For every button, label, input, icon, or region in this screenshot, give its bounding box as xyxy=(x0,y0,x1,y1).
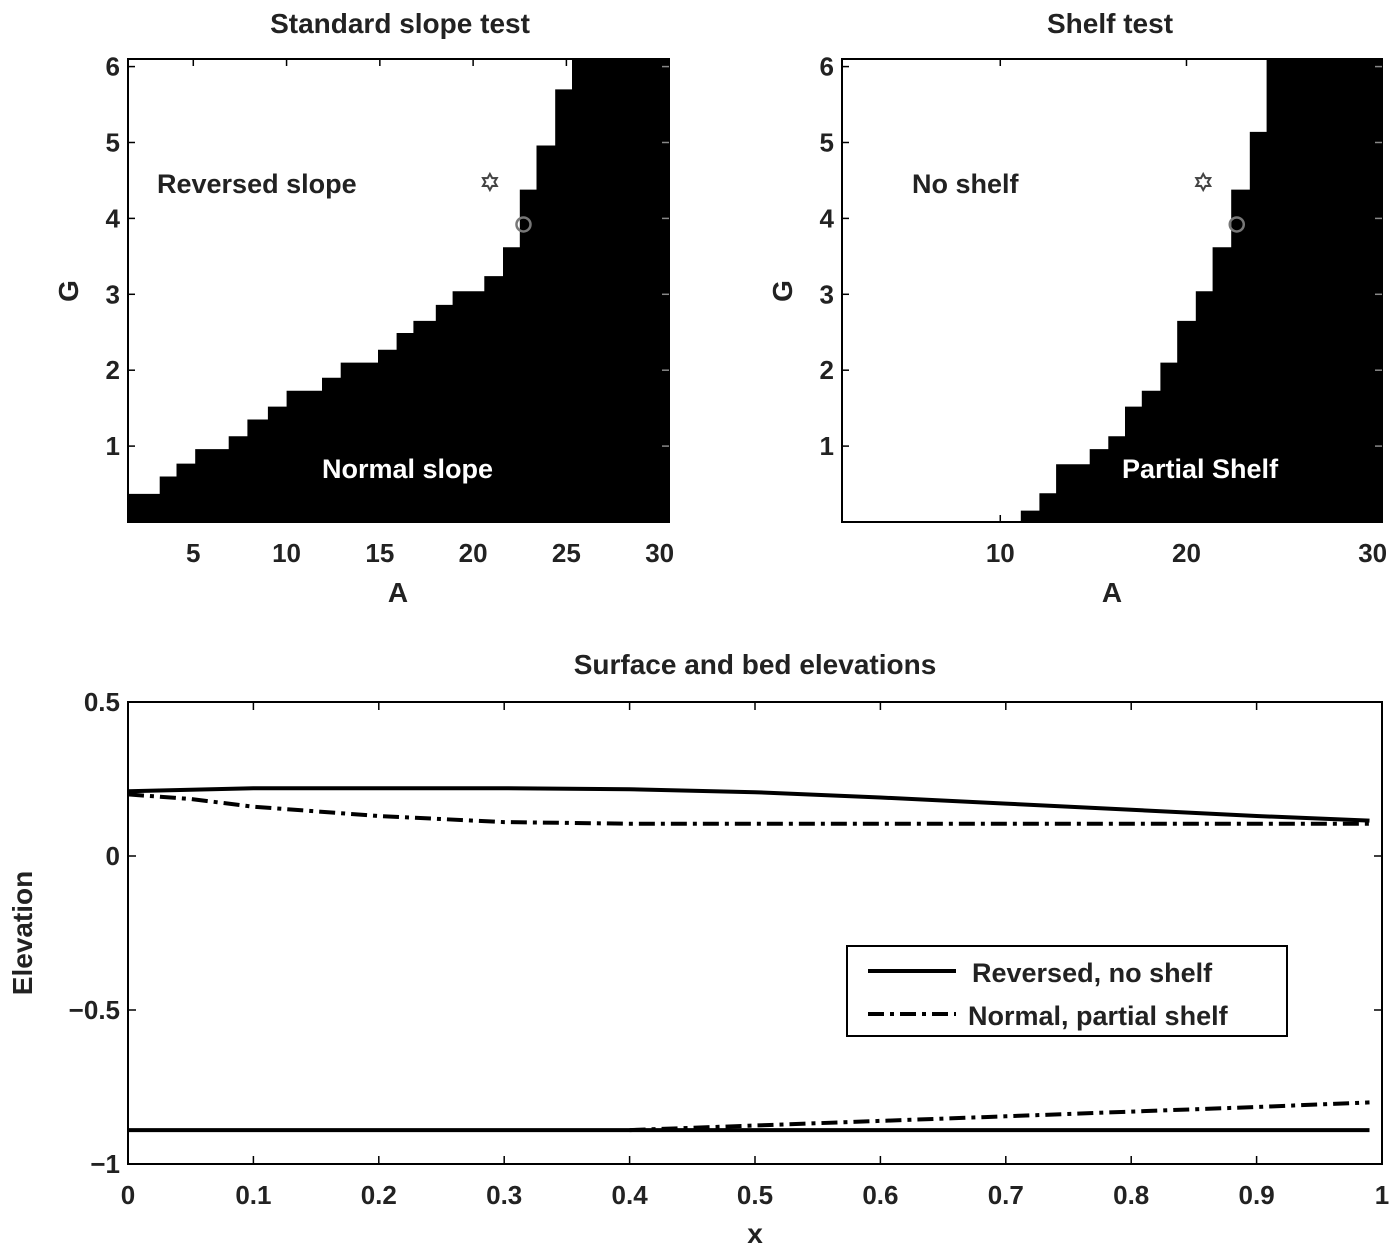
shelf-lower-annotation: Partial Shelf xyxy=(1122,454,1279,484)
panel-slope: Standard slope test 5 10 15 20 25 30 1 2 3 4 5 6 A… xyxy=(53,8,674,608)
shelf-y-ticks: 1 2 3 4 5 6 xyxy=(820,52,1382,461)
shelf-y-tick-label: 5 xyxy=(820,127,834,157)
elevation-y-ticks: −1 −0.5 0 0.5 xyxy=(69,687,1382,1179)
slope-y-tick-label: 3 xyxy=(106,279,120,309)
shelf-y-tick-label: 1 xyxy=(820,431,834,461)
elevation-x-tick-label: 0.7 xyxy=(988,1180,1024,1210)
slope-y-tick-label: 1 xyxy=(106,431,120,461)
shelf-upper-annotation: No shelf xyxy=(912,169,1020,199)
reversed-surface-line xyxy=(127,786,1370,823)
slope-lower-annotation: Normal slope xyxy=(322,454,493,484)
shelf-x-tick-label: 30 xyxy=(1358,538,1387,568)
shelf-axes-box xyxy=(841,58,1383,523)
slope-map xyxy=(128,59,669,522)
normal-surface-line xyxy=(127,792,1370,826)
panel-elevation: Surface and bed elevations 0 0.1 0.2 0.3 0.4… xyxy=(7,649,1389,1248)
shelf-title: Shelf test xyxy=(1047,8,1173,39)
shelf-y-tick-label: 6 xyxy=(820,52,834,82)
slope-y-ticks: 1 2 3 4 5 6 xyxy=(106,52,669,461)
elevation-x-tick-label: 1 xyxy=(1375,1180,1389,1210)
shelf-x-ticks: 10 20 30 xyxy=(986,59,1387,568)
slope-y-tick-label: 6 xyxy=(106,52,120,82)
elevation-y-tick-label: −1 xyxy=(90,1149,120,1179)
elevation-y-tick-label: 0 xyxy=(106,841,120,871)
slope-lower-region xyxy=(128,59,669,522)
elevation-y-tick-label: −0.5 xyxy=(69,995,120,1025)
shelf-star-marker xyxy=(1194,171,1213,193)
shelf-x-label: A xyxy=(1102,577,1122,608)
shelf-y-tick-label: 2 xyxy=(820,355,834,385)
slope-x-tick-label: 25 xyxy=(552,538,581,568)
elevation-x-tick-label: 0.1 xyxy=(235,1180,271,1210)
slope-x-tick-label: 5 xyxy=(186,538,200,568)
slope-x-tick-label: 15 xyxy=(365,538,394,568)
slope-y-tick-label: 2 xyxy=(106,355,120,385)
slope-x-tick-label: 30 xyxy=(645,538,674,568)
slope-y-tick-label: 4 xyxy=(106,203,121,233)
slope-star-marker xyxy=(481,171,499,193)
panel-shelf: Shelf test 10 20 30 1 2 3 4 5 6 A G No shelf Pa… xyxy=(767,8,1387,608)
elevation-lines xyxy=(127,786,1370,1133)
elevation-x-tick-label: 0.8 xyxy=(1113,1180,1149,1210)
elevation-y-tick-label: 0.5 xyxy=(84,687,120,717)
slope-x-label: A xyxy=(388,577,408,608)
shelf-x-tick-label: 10 xyxy=(986,538,1015,568)
elevation-x-tick-label: 0.9 xyxy=(1239,1180,1275,1210)
slope-axes-box xyxy=(127,58,670,523)
legend: Reversed, no shelf Normal, partial shelf xyxy=(846,945,1288,1037)
slope-upper-annotation: Reversed slope xyxy=(157,169,357,199)
elevation-y-label: Elevation xyxy=(7,871,38,995)
legend-label-reversed: Reversed, no shelf xyxy=(972,958,1213,988)
slope-x-tick-label: 20 xyxy=(459,538,488,568)
shelf-y-tick-label: 3 xyxy=(820,279,834,309)
legend-label-normal: Normal, partial shelf xyxy=(968,1001,1229,1031)
shelf-y-label: G xyxy=(767,280,798,302)
normal-bed-line xyxy=(629,1100,1370,1133)
shelf-map xyxy=(842,59,1382,522)
elevation-x-tick-label: 0.3 xyxy=(486,1180,522,1210)
slope-y-tick-label: 5 xyxy=(106,127,120,157)
elevation-axes-box xyxy=(127,701,1383,1165)
elevation-x-label: x xyxy=(747,1218,763,1248)
slope-y-label: G xyxy=(53,280,84,302)
shelf-lower-region xyxy=(1020,59,1382,522)
shelf-circle-marker xyxy=(1228,216,1246,233)
elevation-x-tick-label: 0 xyxy=(121,1180,135,1210)
slope-markers xyxy=(481,171,532,233)
shelf-markers xyxy=(1194,171,1246,233)
slope-x-tick-label: 10 xyxy=(272,538,301,568)
shelf-x-tick-label: 20 xyxy=(1172,538,1201,568)
elevation-x-tick-label: 0.4 xyxy=(612,1180,649,1210)
shelf-y-tick-label: 4 xyxy=(820,203,835,233)
elevation-x-tick-label: 0.2 xyxy=(361,1180,397,1210)
slope-title: Standard slope test xyxy=(270,8,530,39)
elevation-x-tick-label: 0.5 xyxy=(737,1180,773,1210)
legend-box xyxy=(846,945,1288,1037)
slope-circle-marker xyxy=(515,216,532,233)
slope-x-ticks: 5 10 15 20 25 30 xyxy=(186,59,674,568)
elevation-x-tick-label: 0.6 xyxy=(862,1180,898,1210)
elevation-x-ticks: 0 0.1 0.2 0.3 0.4 0.5 0.6 0.7 0.8 0.9 1 xyxy=(121,702,1389,1210)
elevation-title: Surface and bed elevations xyxy=(574,649,937,680)
